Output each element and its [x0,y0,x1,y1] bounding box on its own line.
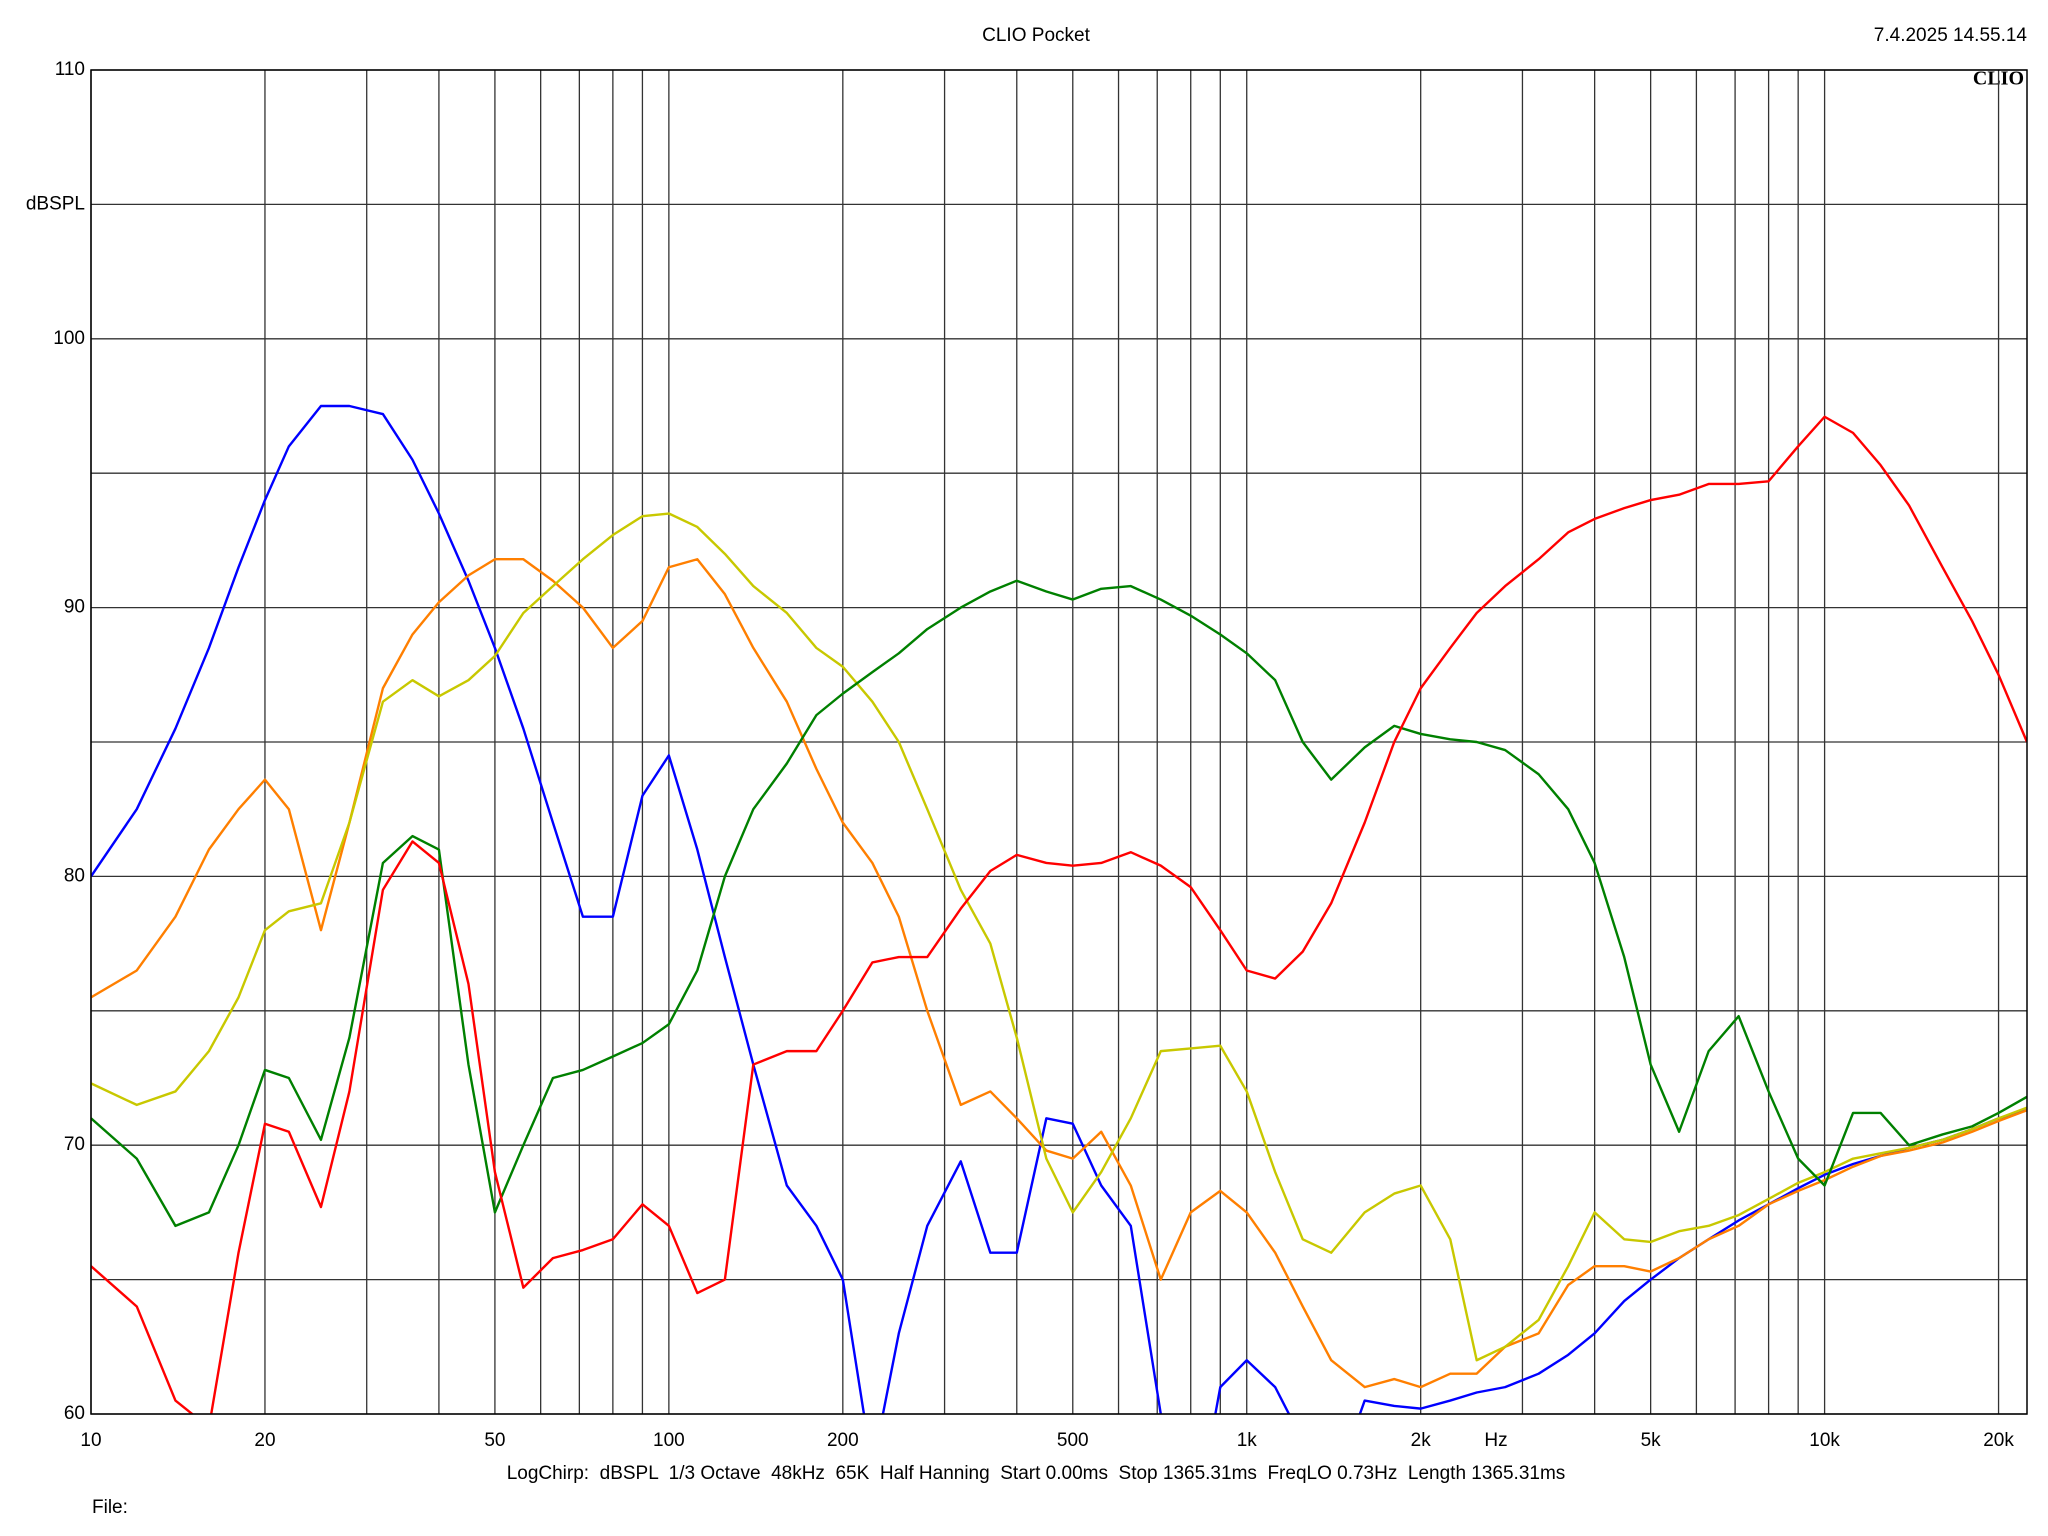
x-tick-label: 10 [80,1430,101,1451]
timestamp: 7.4.2025 14.55.14 [1874,25,2028,46]
y-tick-label: 100 [53,328,85,349]
response-line [91,579,2027,1228]
x-tick-label: 500 [1057,1430,1089,1451]
x-tick-label: 20k [1983,1430,2014,1451]
x-tick-label: 50 [484,1430,505,1451]
x-tick-label: 2k [1411,1430,1432,1451]
response-line [91,404,2027,1414]
y-tick-label: 80 [64,865,85,886]
plot-border [90,69,2028,1415]
y-axis-label: dBSPL [26,193,85,214]
footer: LogChirp: dBSPL 1/3 Octave 48kHz 65K Hal… [507,1463,1566,1484]
x-axis-label: Hz [1484,1430,1507,1451]
x-tick-label: 20 [254,1430,275,1451]
response-line [91,558,2027,1389]
response-line [91,415,2027,1414]
chart-title: CLIO Pocket [982,25,1090,46]
x-tick-label: 1k [1237,1430,1258,1451]
x-tick-label: 5k [1641,1430,1662,1451]
y-tick-label: 60 [64,1403,85,1424]
y-tick-label: 110 [55,59,85,80]
plot-area [91,404,2027,1414]
y-tick-label: 70 [64,1134,85,1155]
file-label: File: [92,1497,128,1518]
x-tick-label: 200 [827,1430,859,1451]
x-tick-label: 10k [1809,1430,1840,1451]
grid [90,69,2027,1415]
x-tick-label: 100 [653,1430,685,1451]
response-line [91,512,2027,1362]
y-tick-label: 90 [64,597,85,618]
